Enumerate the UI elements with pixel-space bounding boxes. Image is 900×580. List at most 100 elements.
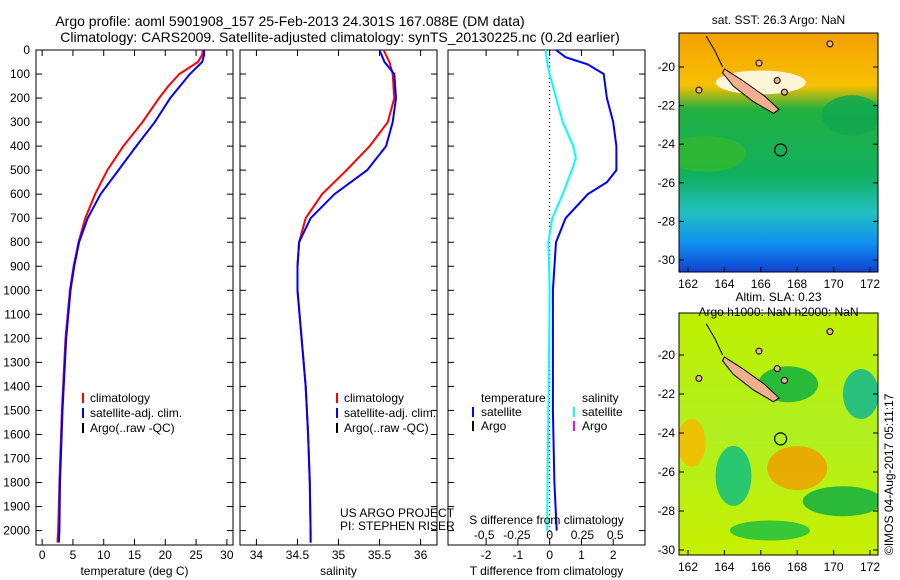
- lon-tick-label: 164: [714, 277, 734, 291]
- bathymetry-contour: [705, 323, 724, 356]
- x2-tick-label: 0.25: [571, 528, 595, 542]
- legend-header: salinity: [582, 391, 619, 405]
- y-tick-label: 800: [10, 235, 30, 249]
- credit-line1: US ARGO PROJECT: [340, 506, 455, 520]
- x-tick-label: 25: [189, 548, 203, 562]
- x-axis-label-secondary: S difference from climatology: [469, 513, 624, 527]
- map-color-region: [679, 135, 747, 172]
- series-s-satellite: [544, 49, 577, 531]
- x-tick-label: -2: [481, 548, 492, 562]
- lat-tick-label: -30: [658, 543, 676, 557]
- map-color-region: [729, 520, 810, 541]
- x-tick-label: 15: [128, 548, 142, 562]
- legend-label: Argo: [481, 419, 507, 433]
- x-tick-label: -1: [513, 548, 524, 562]
- island: [755, 59, 763, 67]
- map-subtitle: Argo h1000: NaN h2000: NaN: [698, 305, 858, 319]
- series-climatology: [56, 49, 204, 543]
- float-position-marker: [774, 432, 788, 446]
- x-tick-label: 20: [159, 548, 173, 562]
- y-tick-label: 1700: [3, 451, 30, 465]
- y-tick-label: 500: [10, 163, 30, 177]
- legend-label: satellite-adj. clim.: [344, 406, 436, 420]
- legend-label: Argo(..raw -QC): [90, 421, 175, 435]
- lat-tick-label: -22: [658, 387, 676, 401]
- map-color-region: [715, 445, 752, 506]
- y-tick-label: 700: [10, 211, 30, 225]
- legend-label: climatology: [344, 391, 404, 405]
- map-image: [679, 313, 878, 555]
- lon-tick-label: 166: [751, 277, 771, 291]
- x-tick-label: 35: [332, 548, 346, 562]
- series-satellite-adj-clim-: [296, 49, 398, 543]
- x2-tick-label: -0.25: [503, 528, 531, 542]
- y-tick-label: 2000: [3, 524, 30, 538]
- y-tick-label: 900: [10, 259, 30, 273]
- x2-tick-label: -0.5: [474, 528, 495, 542]
- island: [755, 347, 763, 355]
- lon-tick-label: 172: [860, 560, 880, 574]
- plot-frame: [35, 49, 234, 546]
- y-tick-label: 1200: [3, 331, 30, 345]
- series-satellite-adj-clim-: [57, 50, 206, 543]
- lon-tick-label: 166: [751, 560, 771, 574]
- x-tick-label: 35.5: [368, 548, 392, 562]
- map-color-region: [802, 486, 878, 517]
- x-axis-label: temperature (deg C): [80, 564, 188, 578]
- legend-label: satellite: [582, 405, 623, 419]
- y-tick-label: 300: [10, 115, 30, 129]
- series-climatology: [296, 49, 396, 543]
- map-panel-2: 162 164 166 168 170 172 -20 -22 -24 -26 -28 -30 Alti…: [658, 290, 881, 574]
- map-title: Altim. SLA: 0.23: [735, 290, 821, 304]
- legend-label: Argo: [582, 419, 608, 433]
- float-position-marker: [774, 143, 788, 157]
- x-axis-label: salinity: [320, 564, 357, 578]
- island: [773, 77, 781, 85]
- map-color-region: [821, 95, 878, 136]
- title-line2: Climatology: CARS2009. Satellite-adjuste…: [60, 29, 620, 45]
- y-tick-label: 400: [10, 139, 30, 153]
- island: [773, 365, 781, 373]
- lat-tick-label: -20: [658, 60, 676, 74]
- panel-salinity: 34 34.5 35 35.5 36 salinity climatologysatelli…: [239, 49, 438, 578]
- y-tick-label: 1600: [3, 427, 30, 441]
- lat-tick-label: -20: [658, 348, 676, 362]
- map-frame: [678, 32, 879, 273]
- legend-label: Argo(..raw -QC): [344, 421, 429, 435]
- lon-tick-label: 170: [824, 560, 844, 574]
- map-panel-1: 162 164 166 168 170 172 -20 -22 -24 -26 -28 -30 sat.…: [658, 13, 881, 291]
- y-tick-label: 600: [10, 187, 30, 201]
- y-tick-label: 0: [23, 43, 30, 57]
- x-tick-label: 36: [414, 548, 428, 562]
- x-tick-label: 5: [70, 548, 77, 562]
- y-tick-label: 1000: [3, 283, 30, 297]
- x2-tick-label: 0.5: [607, 528, 624, 542]
- plot-frame: [239, 49, 438, 546]
- x-tick-label: 2: [610, 548, 617, 562]
- legend-header: temperature: [481, 391, 546, 405]
- lat-tick-label: -30: [658, 253, 676, 267]
- map-color-region: [679, 418, 706, 467]
- plot-frame: [447, 49, 646, 546]
- island-new-caledonia: [721, 356, 780, 403]
- panel-difference: -2 -1 0 1 2 T difference from climatology temp…: [447, 49, 646, 578]
- legend-label: satellite: [481, 405, 522, 419]
- island-new-caledonia: [721, 68, 780, 114]
- x-axis-label: T difference from climatology: [470, 564, 624, 578]
- lon-tick-label: 168: [787, 277, 807, 291]
- y-tick-label: 1900: [3, 500, 30, 514]
- lon-tick-label: 162: [678, 560, 698, 574]
- x-tick-label: 34: [250, 548, 264, 562]
- lat-tick-label: -22: [658, 99, 676, 113]
- lon-tick-label: 164: [714, 560, 734, 574]
- footer-stamp: ©IMOS 04-Aug-2017 05:11:17: [882, 393, 896, 555]
- legend-label: climatology: [90, 391, 150, 405]
- lat-tick-label: -26: [658, 465, 676, 479]
- y-tick-label: 100: [10, 67, 30, 81]
- panel-temperature: 0100200300400500600700800900100011001200…: [3, 43, 234, 578]
- lat-tick-label: -24: [658, 426, 676, 440]
- lon-tick-label: 168: [787, 560, 807, 574]
- map-title: sat. SST: 26.3 Argo: NaN: [712, 13, 845, 27]
